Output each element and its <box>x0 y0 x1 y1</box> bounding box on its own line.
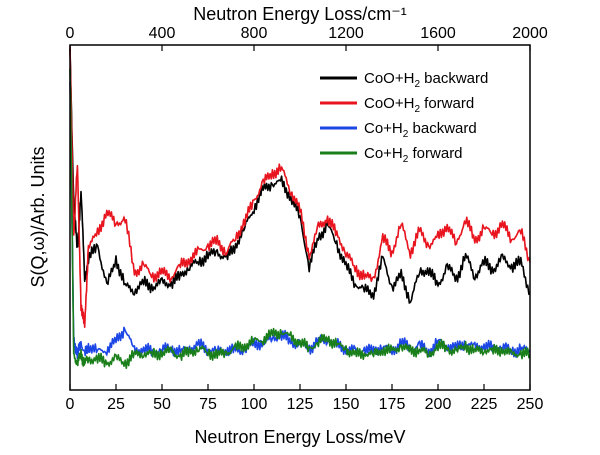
x-tick-label: 200 <box>425 396 452 413</box>
x-tick-label: 150 <box>333 396 360 413</box>
x-tick-label: 250 <box>517 396 544 413</box>
legend-label: Co+H2 backward <box>364 120 477 140</box>
x-tick-label: 175 <box>379 396 406 413</box>
x2-tick-label: 800 <box>241 25 268 42</box>
x-tick-label: 25 <box>107 396 125 413</box>
legend-label: CoO+H2 forward <box>364 95 474 115</box>
x2-tick-label: 2000 <box>512 25 548 42</box>
x-axis-title: Neutron Energy Loss/meV <box>194 427 405 447</box>
series-layer <box>69 46 531 370</box>
legend: CoO+H2 backward CoO+H2 forward Co+H2 backw… <box>320 70 488 165</box>
x-tick-label: 75 <box>199 396 217 413</box>
x-tick-label: 100 <box>241 396 268 413</box>
x-tick-label: 0 <box>66 396 75 413</box>
x-tick-label: 50 <box>153 396 171 413</box>
legend-label: Co+H2 forward <box>364 145 463 165</box>
tick-layer: 0 25 50 75 100 125 150 175 200 225 250 0 400 800 1200 1… <box>66 25 548 413</box>
x2-tick-label: 1200 <box>328 25 364 42</box>
x-tick-label: 125 <box>287 396 314 413</box>
y-axis-title: S(Q,ω)/Arb. Units <box>28 146 48 287</box>
series-line <box>69 81 531 360</box>
series-line <box>69 46 531 328</box>
x2-tick-label: 0 <box>66 25 75 42</box>
x2-axis-title: Neutron Energy Loss/cm⁻¹ <box>193 4 407 24</box>
x2-tick-label: 1600 <box>420 25 456 42</box>
series-line <box>69 68 531 370</box>
legend-label: CoO+H2 backward <box>364 70 488 90</box>
x-tick-label: 225 <box>471 396 498 413</box>
x2-tick-label: 400 <box>149 25 176 42</box>
series-line <box>69 49 531 304</box>
